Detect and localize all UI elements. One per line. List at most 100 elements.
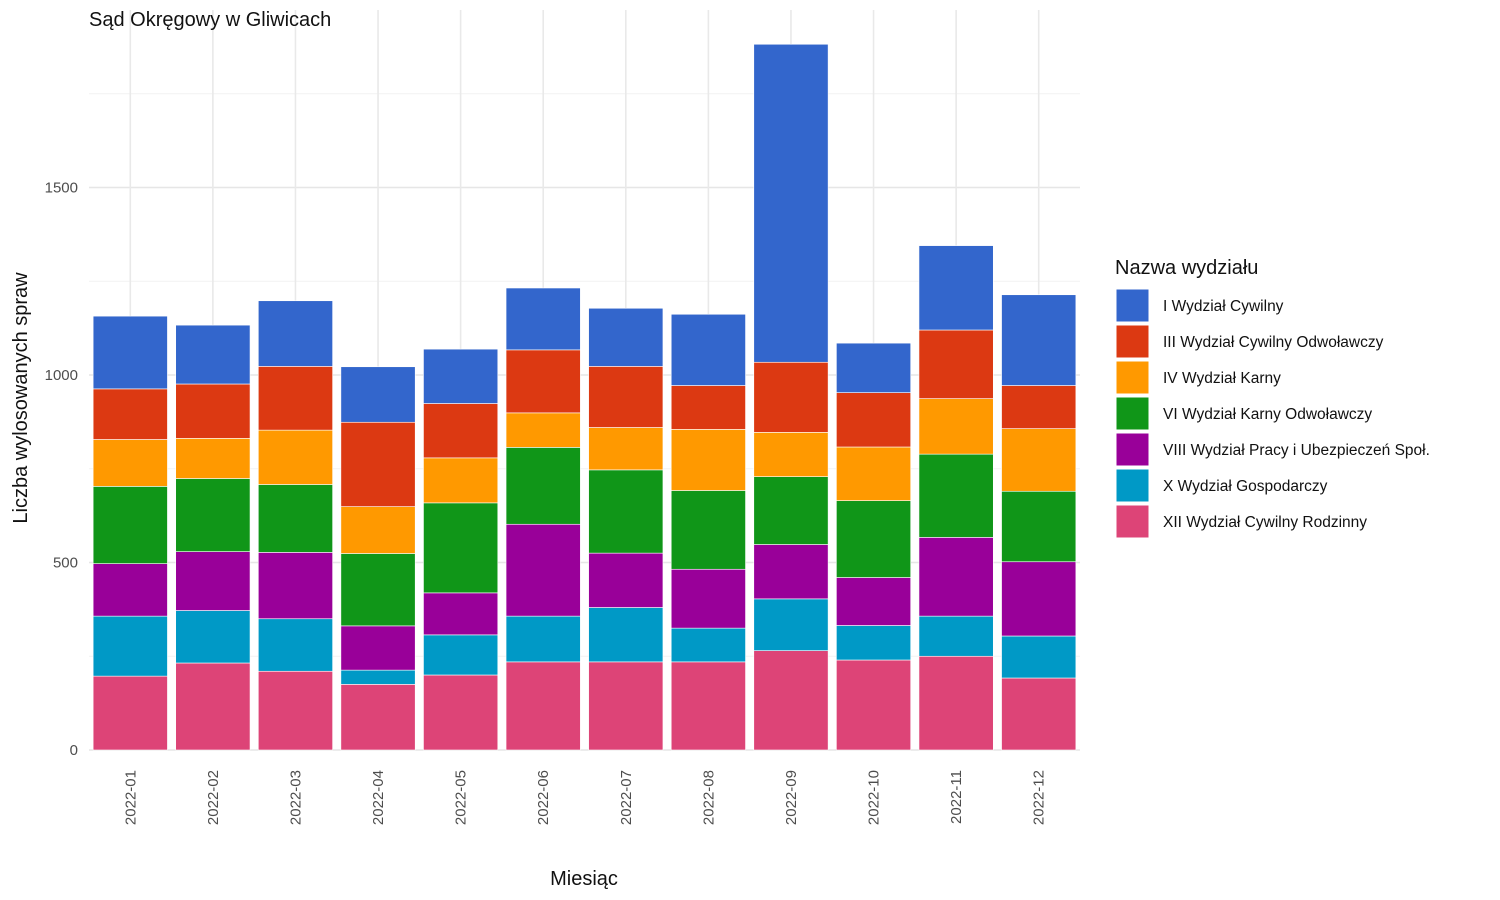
bar-segment <box>670 490 746 570</box>
bar-segment <box>836 392 912 448</box>
legend-swatch <box>1115 324 1150 359</box>
y-axis-title: Liczba wylosowanych spraw <box>10 272 32 524</box>
x-tick-label: 2022-07 <box>618 770 635 825</box>
x-tick-label: 2022-10 <box>866 770 883 825</box>
bar-segment <box>92 675 168 751</box>
bar-segment <box>1001 490 1077 563</box>
bar-segment <box>505 615 581 663</box>
x-tick-label: 2022-01 <box>122 770 139 825</box>
bar-segment <box>175 662 251 751</box>
bar-segment <box>918 245 994 331</box>
bar-segment <box>836 342 912 393</box>
x-tick-label: 2022-11 <box>948 770 965 824</box>
bar-segment <box>505 523 581 617</box>
bar-segment <box>92 315 168 390</box>
bar-segment <box>670 661 746 751</box>
bar-segment <box>918 537 994 617</box>
bar-segment <box>1001 294 1077 386</box>
bar-segment <box>670 568 746 629</box>
bar-segment <box>836 500 912 578</box>
y-tick-label: 1000 <box>45 367 78 384</box>
legend-label: IV Wydział Karny <box>1163 370 1281 387</box>
bar-segment <box>670 627 746 663</box>
bar-segment <box>753 361 829 433</box>
bar-segment <box>505 349 581 414</box>
bars <box>92 43 1077 751</box>
x-axis-title: Miesiąc <box>550 868 618 890</box>
bar-segment <box>753 544 829 600</box>
bar-segment <box>670 385 746 430</box>
bar-segment <box>340 625 416 671</box>
bar-segment <box>588 469 664 554</box>
x-tick-label: 2022-09 <box>783 770 800 825</box>
x-tick-label: 2022-04 <box>370 770 387 825</box>
bar-segment <box>918 453 994 538</box>
bar-segment <box>92 388 168 440</box>
bar-segment <box>505 661 581 751</box>
bar-segment <box>588 607 664 663</box>
bar-segment <box>340 669 416 685</box>
legend-label: X Wydział Gospodarczy <box>1163 478 1328 495</box>
bar-segment <box>1001 561 1077 637</box>
bar-segment <box>836 446 912 501</box>
bar-segment <box>175 438 251 479</box>
legend-label: XII Wydział Cywilny Rodzinny <box>1163 514 1367 531</box>
legend-swatch <box>1115 288 1150 323</box>
bar-segment <box>175 478 251 552</box>
bar-segment <box>92 563 168 617</box>
x-tick-label: 2022-12 <box>1031 770 1048 825</box>
bar-segment <box>588 427 664 471</box>
bar-segment <box>423 502 499 594</box>
bar-segment <box>1001 677 1077 751</box>
bar-segment <box>423 403 499 459</box>
bar-segment <box>340 553 416 627</box>
bar-segment <box>836 625 912 661</box>
bar-segment <box>588 307 664 367</box>
bar-segment <box>340 366 416 423</box>
legend-label: III Wydział Cywilny Odwoławczy <box>1163 334 1384 351</box>
legend-label: I Wydział Cywilny <box>1163 298 1284 315</box>
x-tick-label: 2022-06 <box>535 770 552 825</box>
bar-segment <box>423 634 499 676</box>
bar-segment <box>918 329 994 399</box>
legend-swatch <box>1115 396 1150 431</box>
bar-segment <box>257 366 333 431</box>
legend: Nazwa wydziału I Wydział Cywilny III Wydz… <box>1115 257 1430 539</box>
bar-segment <box>753 598 829 651</box>
bar-segment <box>340 421 416 507</box>
bar-segment <box>918 615 994 657</box>
bar-segment <box>918 398 994 455</box>
y-tick-label: 1500 <box>45 180 78 197</box>
bar-segment <box>753 432 829 477</box>
bar-segment <box>340 684 416 751</box>
legend-label: VIII Wydział Pracy i Ubezpieczeń Społ. <box>1163 442 1430 459</box>
x-tick-label: 2022-03 <box>287 770 304 825</box>
bar-segment <box>1001 385 1077 429</box>
legend-swatch <box>1115 504 1150 539</box>
bar-segment <box>505 412 581 448</box>
bar-segment <box>670 313 746 386</box>
bar-segment <box>753 476 829 545</box>
bar-segment <box>257 552 333 620</box>
bar-segment <box>505 447 581 525</box>
bar-segment <box>588 366 664 428</box>
x-tick-label: 2022-08 <box>700 770 717 825</box>
legend-swatch <box>1115 468 1150 503</box>
bar-segment <box>257 484 333 553</box>
bar-segment <box>836 659 912 751</box>
bar-segment <box>1001 428 1077 492</box>
x-tick-label: 2022-05 <box>453 770 470 825</box>
bar-segment <box>92 439 168 487</box>
bar-segment <box>1001 635 1077 679</box>
legend-swatch <box>1115 360 1150 395</box>
bar-segment <box>175 324 251 385</box>
bar-segment <box>588 661 664 751</box>
bar-segment <box>753 43 829 363</box>
bar-segment <box>175 610 251 664</box>
bar-segment <box>423 674 499 751</box>
bar-segment <box>257 618 333 672</box>
bar-segment <box>423 457 499 504</box>
bar-segment <box>670 429 746 491</box>
bar-segment <box>588 552 664 608</box>
